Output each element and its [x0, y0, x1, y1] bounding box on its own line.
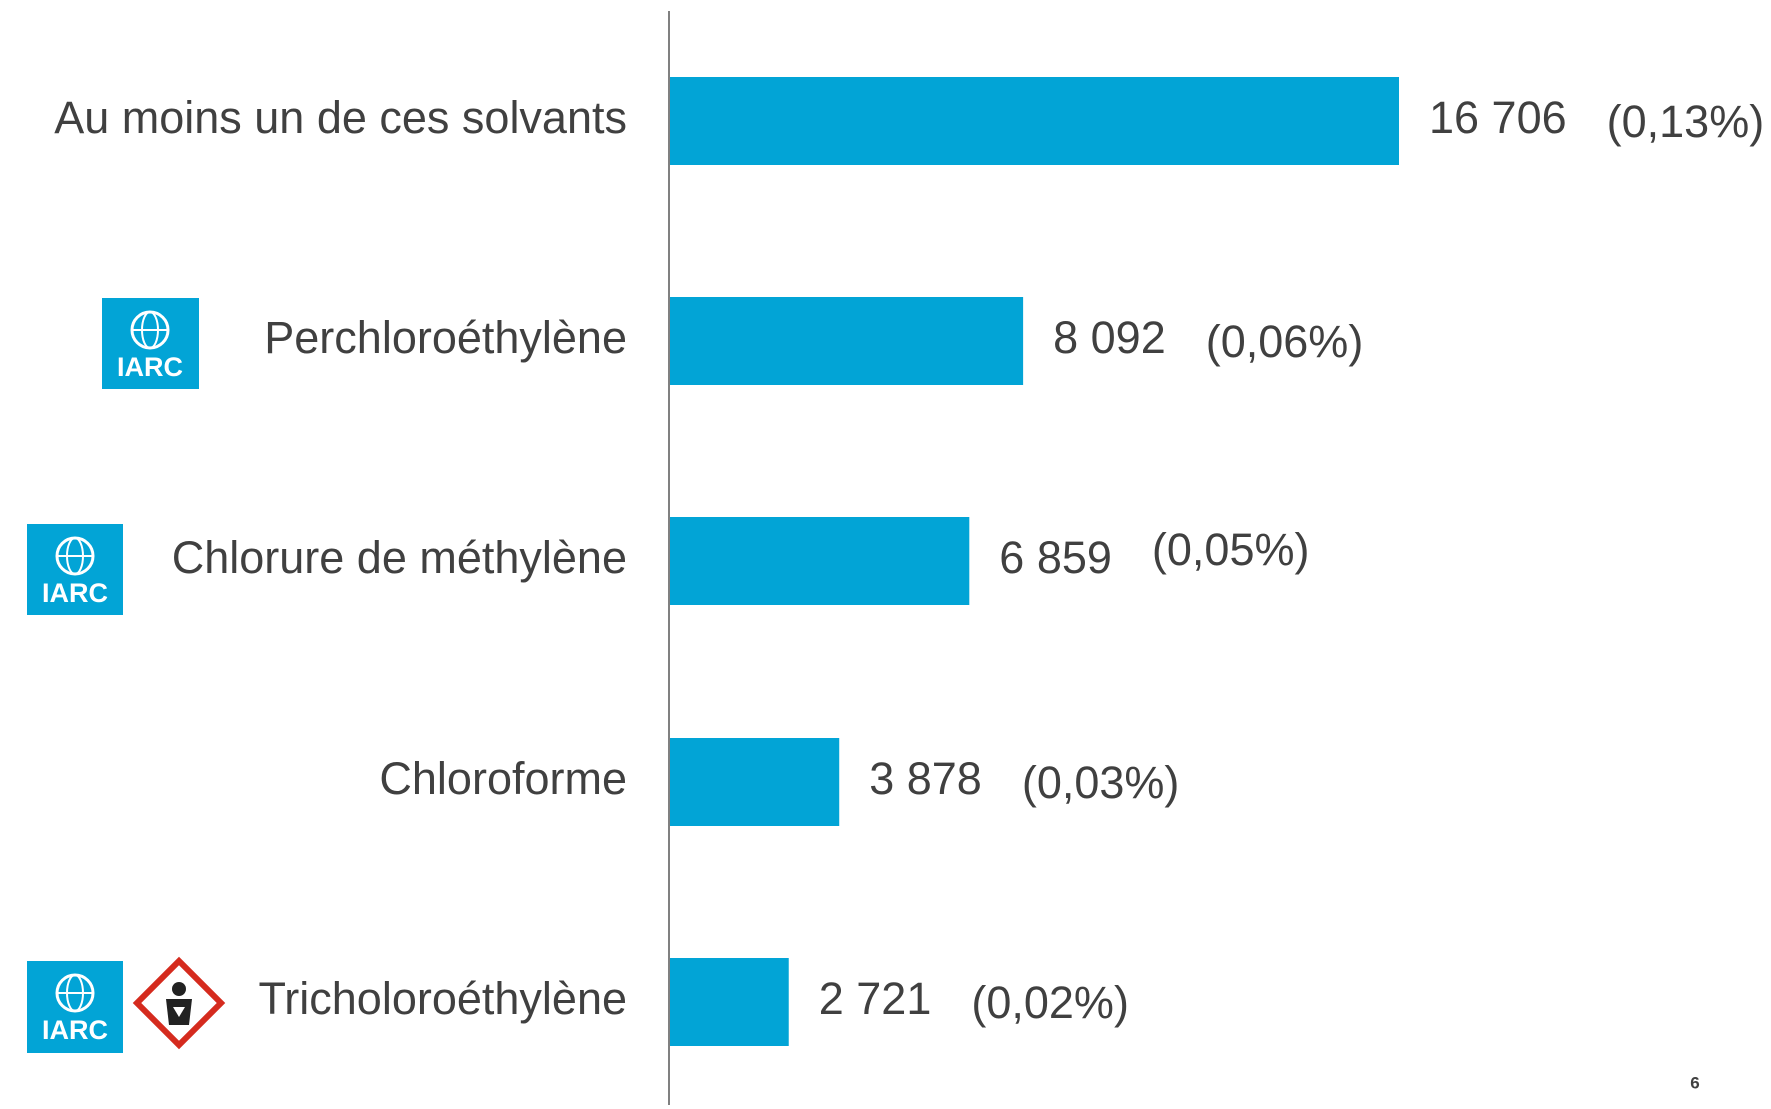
- bar: [670, 297, 1024, 385]
- bar: [670, 517, 970, 605]
- iarc-text: IARC: [42, 578, 108, 608]
- share-label: (0,03%): [1022, 757, 1180, 808]
- category-label: Tricholoroéthylène: [258, 973, 627, 1024]
- iarc-logo: IARC: [27, 961, 123, 1053]
- share-label: (0,02%): [971, 977, 1129, 1028]
- value-label: 3 878: [869, 753, 982, 804]
- iarc-logo: IARC: [102, 298, 199, 389]
- category-label: Perchloroéthylène: [264, 312, 627, 363]
- value-label: 8 092: [1053, 312, 1166, 363]
- category-label: Au moins un de ces solvants: [54, 92, 627, 143]
- page-number: 6: [1690, 1073, 1699, 1092]
- value-label: 16 706: [1429, 92, 1567, 143]
- bar: [670, 738, 840, 826]
- share-label: (0,05%): [1152, 524, 1310, 575]
- iarc-text: IARC: [42, 1015, 108, 1045]
- category-label: Chloroforme: [379, 753, 627, 804]
- iarc-text: IARC: [117, 352, 183, 382]
- iarc-logo: IARC: [27, 524, 123, 615]
- hazard-pictogram: [132, 956, 226, 1050]
- bar: [670, 958, 789, 1046]
- share-label: (0,06%): [1206, 316, 1364, 367]
- category-label: Chlorure de méthylène: [172, 532, 627, 583]
- value-label: 2 721: [819, 973, 932, 1024]
- value-label: 6 859: [999, 532, 1112, 583]
- bar: [670, 77, 1399, 165]
- share-label: (0,13%): [1607, 96, 1765, 147]
